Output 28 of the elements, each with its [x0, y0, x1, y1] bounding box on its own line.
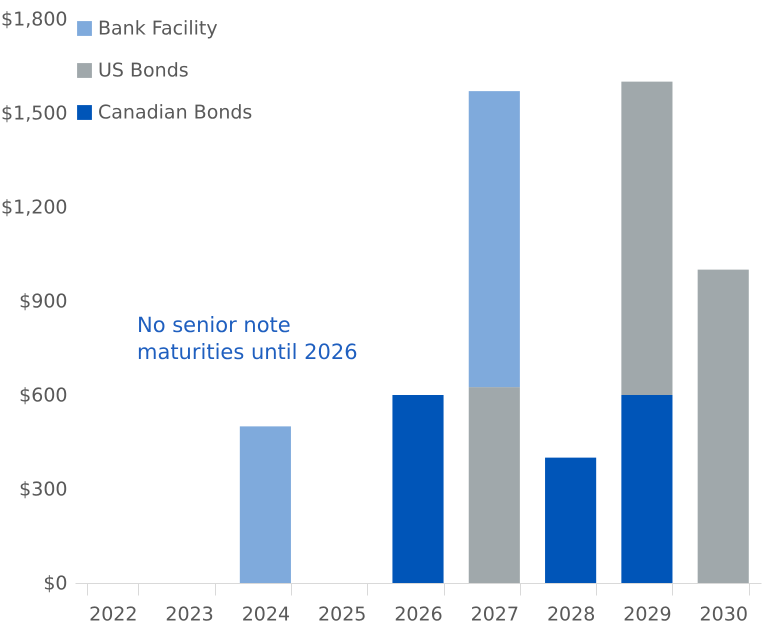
bar [240, 426, 291, 583]
annotation: No senior note maturities until 2026 [137, 313, 358, 364]
bar [468, 91, 520, 388]
legend-label: US Bonds [98, 60, 189, 82]
bar [621, 82, 672, 395]
x-tick-label: 2026 [394, 604, 443, 624]
bar [392, 395, 444, 583]
x-tick-label: 2025 [318, 604, 366, 624]
y-tick-label: $1,800 [1, 8, 68, 30]
x-tick-label: 2029 [623, 604, 672, 624]
y-tick-label: $1,200 [1, 196, 68, 218]
x-tick-label: 2022 [89, 604, 138, 624]
legend-label: Canadian Bonds [98, 102, 252, 124]
x-tick-label: 2023 [165, 604, 214, 624]
x-tick-label: 2024 [242, 604, 290, 624]
bar [621, 395, 672, 583]
y-tick-label: $900 [19, 290, 68, 312]
y-tick-label: $0 [43, 572, 68, 594]
bar [698, 270, 749, 583]
y-tick-label: $300 [19, 478, 68, 500]
y-tick-label: $600 [19, 384, 68, 406]
bar [468, 387, 520, 583]
legend-label: Bank Facility [98, 18, 218, 40]
x-tick-label: 2027 [470, 604, 519, 624]
y-tick-label: $1,500 [1, 102, 68, 124]
x-tick-label: 2030 [700, 604, 748, 624]
bar [545, 458, 596, 583]
x-tick-label: 2028 [546, 604, 596, 624]
